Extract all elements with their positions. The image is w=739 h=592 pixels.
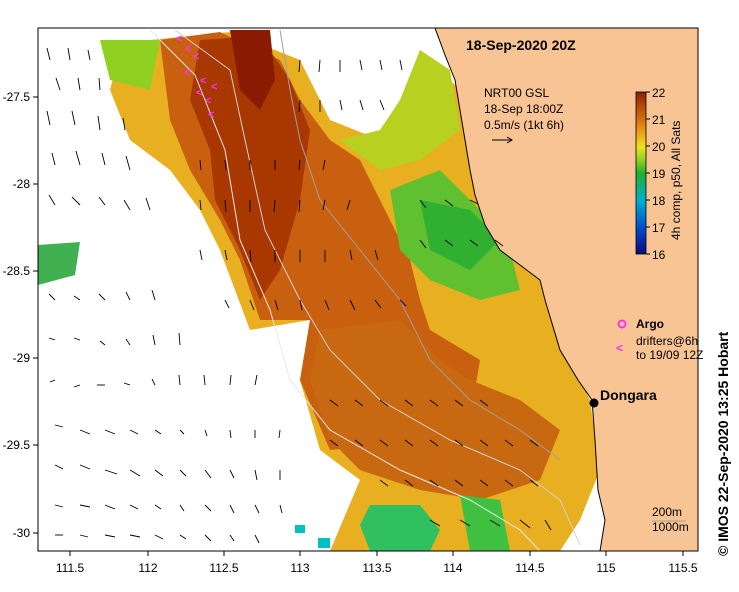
y-tick-labels: -27.5 -28 -28.5 -29 -29.5 -30: [3, 90, 31, 540]
svg-text:<: <: [185, 43, 191, 55]
svg-text:<: <: [176, 33, 182, 45]
x-tick-label: 114.5: [515, 561, 544, 575]
isobaths: [149, 29, 581, 551]
x-tick-labels: 111.5 112 112.5 113 113.5 114 114.5 115 …: [56, 561, 698, 575]
place-dot-icon: [589, 398, 599, 408]
drifter-legend: Argo < drifters@6h to 19/09 12Z: [616, 317, 703, 362]
x-axis: [69, 551, 684, 556]
map-panel: <<< <<< << <: [38, 28, 698, 551]
colorbar-tick: 22: [652, 86, 666, 100]
colorbar-tick: 20: [652, 140, 666, 154]
current-vectors: [46, 47, 552, 544]
colorbar-label: 4h comp, p50, All Sats: [669, 121, 683, 240]
scale-arrow-icon: [492, 136, 513, 144]
place-marker: Dongara: [589, 387, 657, 408]
place-label: Dongara: [600, 387, 657, 403]
svg-text:<: <: [211, 81, 217, 93]
svg-text:<: <: [208, 109, 214, 121]
current-info: NRT00 GSL 18-Sep 18:00Z 0.5m/s (1kt 6h): [484, 86, 564, 144]
land: [434, 28, 698, 551]
x-tick-label: 113.5: [362, 561, 391, 575]
svg-text:<: <: [193, 51, 199, 63]
drifter-markers: <<< <<< << <: [176, 33, 217, 121]
colorbar-tick: 19: [652, 167, 666, 181]
svg-text:<: <: [184, 67, 190, 79]
y-tick-label: -28: [13, 177, 31, 191]
svg-text:<: <: [200, 75, 206, 87]
svg-text:<: <: [196, 87, 202, 99]
y-tick-label: -29: [13, 351, 31, 365]
argo-icon: [617, 319, 627, 329]
x-tick-label: 112: [138, 561, 157, 575]
x-tick-label: 113: [290, 561, 309, 575]
isobath-200m: 200m: [652, 505, 682, 519]
x-tick-label: 115.5: [668, 561, 697, 575]
map-title: 18-Sep-2020 20Z: [466, 37, 576, 53]
argo-label: Argo: [636, 317, 664, 331]
y-axis: [33, 96, 38, 534]
isobath-1000m: 1000m: [652, 520, 689, 534]
credit-text: © IMOS 22-Sep-2020 13:25 Hobart: [715, 331, 731, 556]
colorbar-ramp: [635, 91, 647, 255]
vector-grid: [46, 47, 552, 544]
y-tick-label: -29.5: [3, 438, 31, 452]
svg-text:<: <: [205, 95, 211, 107]
drifter-icon: <: [616, 341, 623, 355]
colorbar-tick: 16: [652, 248, 666, 262]
colorbar-tick: 17: [652, 221, 666, 235]
y-tick-label: -27.5: [3, 90, 31, 104]
current-info-line2: 18-Sep 18:00Z: [484, 102, 563, 116]
x-tick-label: 115: [596, 561, 615, 575]
drifters-line2: to 19/09 12Z: [636, 348, 703, 362]
plot-frame: [37, 27, 699, 552]
current-info-line1: NRT00 GSL: [484, 86, 549, 100]
x-tick-label: 112.5: [209, 561, 238, 575]
colorbar-tick: 18: [652, 194, 666, 208]
drifters-line1: drifters@6h: [636, 334, 698, 348]
colorbar: 22 21 20 19 18 17 16 4h comp, p50, All S…: [635, 86, 683, 262]
colorbar-tick: 21: [652, 113, 666, 127]
x-tick-label: 111.5: [56, 561, 85, 575]
y-tick-label: -30: [13, 526, 31, 540]
current-info-line3: 0.5m/s (1kt 6h): [484, 118, 564, 132]
isobath-legend: 200m 1000m: [652, 505, 689, 537]
x-tick-label: 114: [443, 561, 462, 575]
y-tick-label: -28.5: [3, 264, 31, 278]
